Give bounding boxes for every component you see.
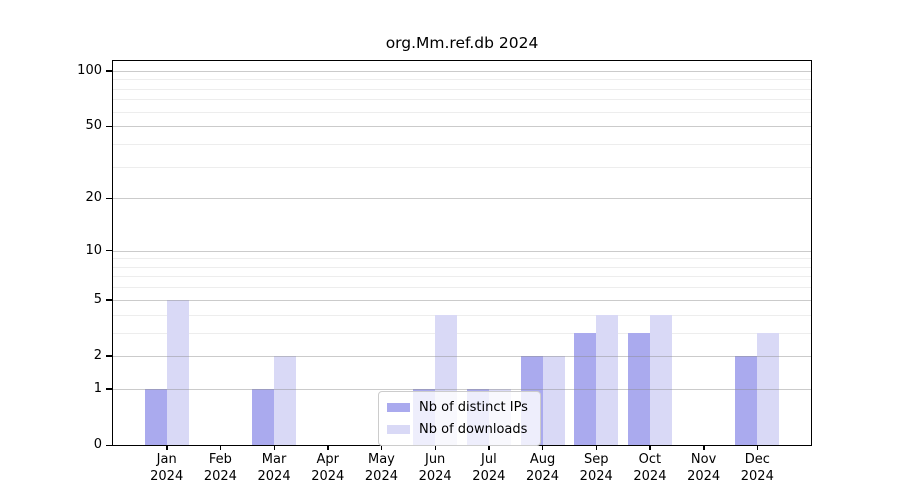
y-tick-mark	[106, 250, 112, 252]
minor-gridline	[113, 143, 811, 145]
bar-distinct-ips	[627, 332, 650, 445]
bar-downloads	[757, 332, 780, 445]
x-tick-mark	[219, 445, 222, 450]
minor-gridline	[113, 111, 811, 113]
bar-downloads	[166, 299, 189, 445]
bar-downloads	[596, 314, 619, 445]
x-tick-label: Dec 2024	[740, 452, 774, 484]
y-tick-mark	[106, 125, 112, 128]
legend-swatch	[387, 403, 410, 412]
y-tick-mark	[106, 197, 112, 200]
x-tick-label: Nov 2024	[687, 452, 721, 484]
y-tick-label: 5	[93, 291, 102, 307]
legend-label: Nb of downloads	[419, 422, 528, 437]
x-tick-label: Jun 2024	[418, 452, 452, 484]
x-tick-label: May 2024	[364, 452, 398, 484]
x-tick-mark	[756, 445, 759, 450]
x-tick-label: Apr 2024	[311, 452, 345, 484]
x-tick-label: Mar 2024	[257, 452, 291, 484]
bar-downloads	[649, 314, 672, 445]
minor-gridlines-layer	[113, 61, 811, 445]
x-tick-mark	[542, 445, 544, 450]
y-tick-mark	[106, 444, 112, 446]
bar-downloads	[542, 355, 565, 445]
y-tick-mark	[106, 388, 112, 390]
bar-distinct-ips	[252, 388, 275, 445]
x-tick-label: Feb 2024	[203, 452, 237, 484]
bars-layer	[113, 61, 811, 445]
y-tick-label: 1	[93, 380, 102, 396]
plot-area	[112, 60, 812, 446]
y-tick-mark	[106, 70, 112, 72]
legend-entry: Nb of distinct IPs	[387, 398, 528, 417]
minor-gridline	[113, 276, 811, 278]
x-tick-mark	[380, 445, 383, 450]
y-tick-label: 100	[77, 62, 102, 78]
minor-gridline	[113, 166, 811, 168]
y-tick-label: 2	[93, 347, 102, 363]
y-tick-label: 20	[85, 190, 102, 206]
minor-gridline	[113, 258, 811, 260]
x-tick-label: Jul 2024	[472, 452, 506, 484]
y-tick-label: 0	[93, 437, 102, 452]
minor-gridline	[113, 314, 811, 316]
bar-distinct-ips	[574, 332, 597, 445]
chart-title: org.Mm.ref.db 2024	[385, 34, 539, 52]
minor-gridline	[113, 332, 811, 334]
minor-gridline	[113, 88, 811, 90]
legend-label: Nb of distinct IPs	[419, 400, 528, 415]
minor-gridline	[113, 99, 811, 101]
minor-gridline	[113, 79, 811, 81]
x-tick-label: Jan 2024	[150, 452, 184, 484]
x-tick-label: Aug 2024	[525, 452, 560, 484]
x-tick-mark	[703, 445, 705, 450]
y-tick-mark	[106, 299, 112, 301]
minor-gridline	[113, 287, 811, 289]
y-tick-mark	[106, 355, 112, 357]
x-tick-mark	[434, 445, 437, 450]
x-tick-label: Sep 2024	[579, 452, 613, 484]
x-tick-mark	[649, 445, 651, 450]
x-tick-mark	[273, 445, 275, 450]
y-tick-label: 50	[85, 118, 102, 134]
legend-swatch	[387, 425, 410, 434]
x-tick-mark	[327, 445, 329, 450]
legend-entry: Nb of downloads	[387, 420, 528, 439]
bar-distinct-ips	[144, 388, 167, 445]
y-tick-label: 10	[85, 242, 102, 258]
minor-gridline	[113, 266, 811, 268]
legend: Nb of distinct IPs Nb of downloads	[378, 391, 541, 446]
x-tick-mark	[488, 445, 490, 450]
bar-downloads	[274, 355, 297, 445]
bar-distinct-ips	[735, 355, 758, 445]
x-tick-label: Oct 2024	[633, 452, 667, 484]
x-tick-mark	[166, 445, 168, 450]
x-tick-mark	[595, 445, 598, 450]
